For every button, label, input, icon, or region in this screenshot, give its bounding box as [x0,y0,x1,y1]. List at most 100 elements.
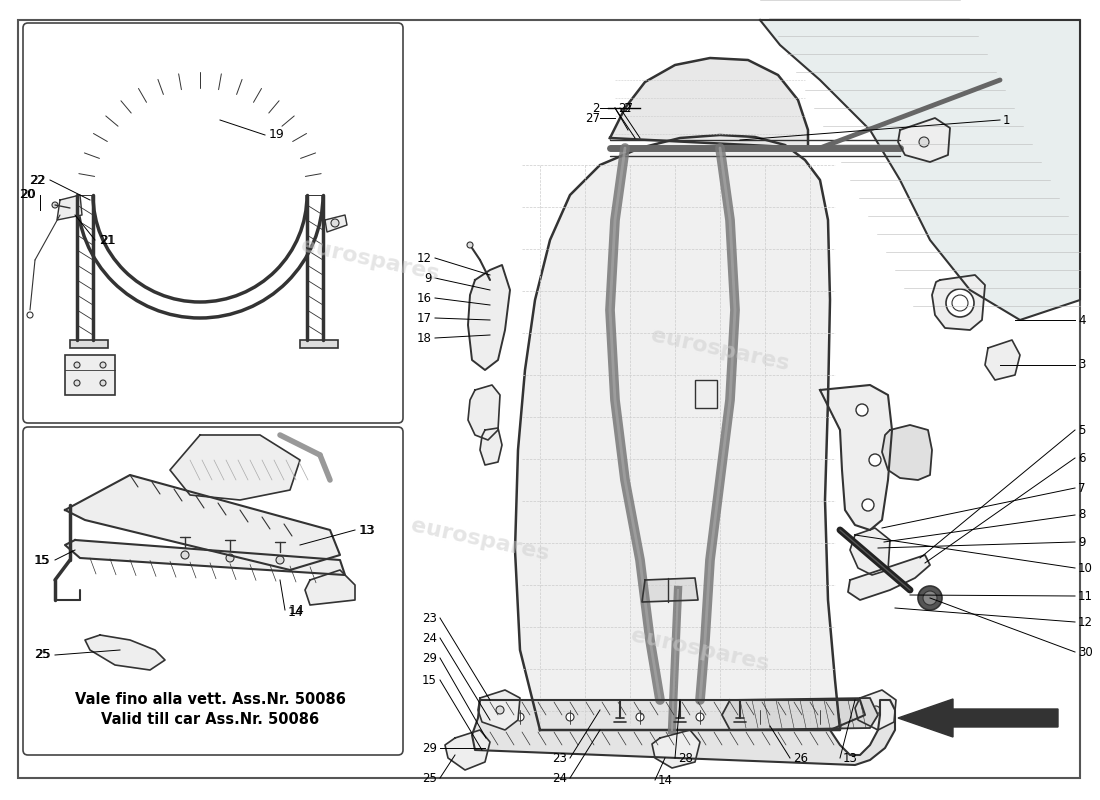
Text: 9: 9 [425,271,432,285]
Polygon shape [65,475,340,570]
Bar [300,340,338,348]
Circle shape [566,713,574,721]
Polygon shape [855,690,896,730]
Text: Vale fino alla vett. Ass.Nr. 50086: Vale fino alla vett. Ass.Nr. 50086 [75,693,345,707]
Polygon shape [932,275,984,330]
Text: 22: 22 [30,174,45,186]
Polygon shape [305,570,355,605]
FancyArrow shape [898,699,1058,737]
Bar [70,340,108,348]
Polygon shape [984,340,1020,380]
Polygon shape [472,700,895,765]
Text: 15: 15 [422,674,437,686]
Circle shape [816,713,824,721]
Polygon shape [898,118,950,162]
Polygon shape [642,578,698,602]
Text: 13: 13 [843,751,858,765]
Polygon shape [480,428,502,465]
Text: 15: 15 [34,554,50,566]
Polygon shape [760,20,1080,320]
Text: 14: 14 [288,606,304,619]
Circle shape [516,713,524,721]
Circle shape [872,706,880,714]
Text: 20: 20 [19,189,35,202]
Text: 13: 13 [359,523,375,537]
Text: 7: 7 [1078,482,1086,494]
Polygon shape [882,425,932,480]
Circle shape [756,713,764,721]
Circle shape [74,380,80,386]
Circle shape [946,289,974,317]
Circle shape [74,362,80,368]
Polygon shape [652,730,700,768]
Bar [65,355,116,395]
Circle shape [276,556,284,564]
Circle shape [918,586,942,610]
Text: 27: 27 [618,102,632,114]
Text: 21: 21 [99,234,114,246]
Text: 23: 23 [422,611,437,625]
Circle shape [636,713,644,721]
Text: 24: 24 [552,771,567,785]
Polygon shape [722,698,878,730]
Text: 28: 28 [678,751,693,765]
Circle shape [496,706,504,714]
Circle shape [182,551,189,559]
Circle shape [869,454,881,466]
Text: 12: 12 [1078,615,1093,629]
Polygon shape [446,730,490,770]
Text: 14: 14 [289,603,305,617]
Text: 29: 29 [422,742,437,754]
FancyBboxPatch shape [23,427,403,755]
Text: eurospares: eurospares [649,326,791,374]
Circle shape [862,499,874,511]
Polygon shape [848,555,930,600]
Text: 14: 14 [658,774,673,786]
Polygon shape [478,690,520,730]
Polygon shape [170,435,300,500]
Text: Valid till car Ass.Nr. 50086: Valid till car Ass.Nr. 50086 [101,713,319,727]
Text: 19: 19 [270,129,285,142]
Text: 26: 26 [793,751,808,765]
Polygon shape [610,58,808,148]
Text: 23: 23 [552,751,567,765]
Text: 21: 21 [100,234,116,246]
Text: eurospares: eurospares [409,515,551,565]
Polygon shape [85,635,165,670]
Text: 24: 24 [422,631,437,645]
Text: 25: 25 [422,771,437,785]
Text: 2: 2 [623,102,630,114]
Circle shape [331,219,339,227]
Polygon shape [468,385,500,440]
Text: 2: 2 [593,102,600,114]
Circle shape [923,591,937,605]
Text: 30: 30 [1078,646,1092,658]
FancyBboxPatch shape [23,23,403,423]
Circle shape [918,137,930,147]
Bar [695,380,717,408]
Polygon shape [65,540,345,575]
Circle shape [468,242,473,248]
Text: 1: 1 [1003,114,1011,126]
Circle shape [226,554,234,562]
Text: 25: 25 [35,649,51,662]
Circle shape [52,202,58,208]
Polygon shape [820,385,892,530]
Circle shape [100,380,106,386]
Text: 16: 16 [417,291,432,305]
Text: 8: 8 [1078,509,1086,522]
Polygon shape [850,528,890,575]
Text: 17: 17 [417,311,432,325]
Text: 4: 4 [1078,314,1086,326]
Text: 13: 13 [360,523,376,537]
Text: 27: 27 [585,111,600,125]
Text: 15: 15 [35,554,51,566]
Text: 9: 9 [1078,535,1086,549]
Polygon shape [468,265,510,370]
Text: 29: 29 [422,651,437,665]
Text: 18: 18 [417,331,432,345]
Text: 5: 5 [1078,423,1086,437]
Text: 11: 11 [1078,590,1093,602]
Text: eurospares: eurospares [299,235,441,285]
Text: 22: 22 [31,174,46,186]
